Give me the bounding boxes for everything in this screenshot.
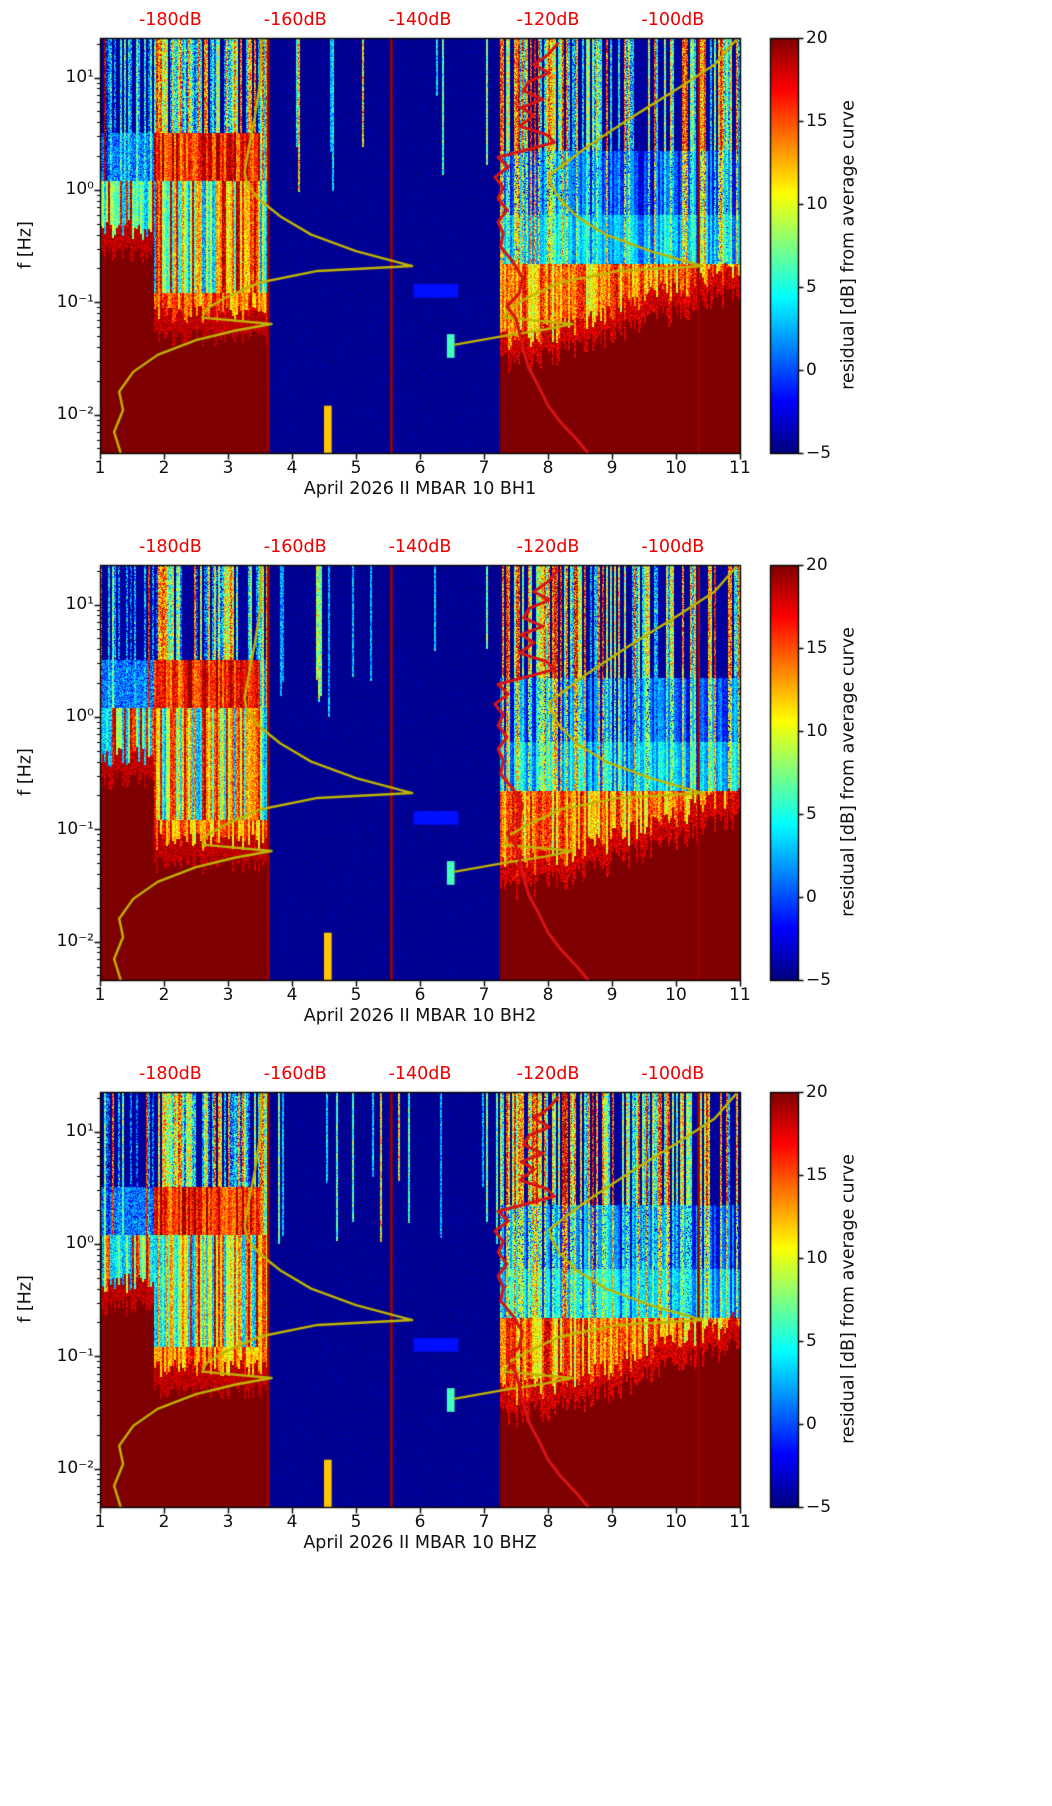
colorbar-tick-label: 20 bbox=[806, 1081, 828, 1102]
top-axis-db-label: -160dB bbox=[263, 10, 327, 30]
x-tick-label: 9 bbox=[606, 985, 618, 1005]
y-tick-label: 10⁻¹ bbox=[56, 291, 94, 312]
colorbar-tick-label: 5 bbox=[806, 803, 817, 824]
spectrogram-canvas-bh1 bbox=[0, 0, 1052, 527]
colorbar-tick-label: 0 bbox=[806, 1413, 817, 1434]
colorbar-tick-label: 15 bbox=[806, 110, 828, 131]
y-tick-label: 10¹ bbox=[65, 1121, 94, 1142]
x-tick-label: 11 bbox=[729, 985, 751, 1005]
x-tick-label: 10 bbox=[665, 458, 687, 478]
top-axis-db-label: -160dB bbox=[263, 1064, 327, 1084]
x-axis-title: April 2026 II MBAR 10 BH1 bbox=[303, 479, 537, 499]
y-tick-label: 10⁻² bbox=[56, 931, 94, 952]
top-axis-db-label: -100dB bbox=[641, 10, 705, 30]
x-tick-label: 11 bbox=[729, 458, 751, 478]
x-tick-label: 2 bbox=[158, 985, 170, 1005]
y-axis-label: f [Hz] bbox=[15, 748, 36, 796]
top-axis-db-label: -180dB bbox=[138, 1064, 202, 1084]
x-tick-label: 3 bbox=[222, 458, 234, 478]
x-tick-label: 4 bbox=[286, 1512, 298, 1532]
x-tick-label: 3 bbox=[222, 1512, 234, 1532]
top-axis-db-label: -100dB bbox=[641, 537, 705, 557]
x-axis-title: April 2026 II MBAR 10 BH2 bbox=[303, 1006, 537, 1026]
y-tick-label: 10⁰ bbox=[65, 179, 94, 200]
spectrogram-panel-bhz: f [Hz] April 2026 II MBAR 10 BHZ residua… bbox=[0, 1054, 1052, 1581]
y-axis-label: f [Hz] bbox=[15, 1275, 36, 1323]
x-tick-label: 9 bbox=[606, 1512, 618, 1532]
top-axis-db-label: -100dB bbox=[641, 1064, 705, 1084]
colorbar-label: residual [dB] from average curve bbox=[838, 1154, 859, 1444]
x-tick-label: 8 bbox=[542, 985, 554, 1005]
top-axis-db-label: -180dB bbox=[138, 537, 202, 557]
spectrogram-panel-bh2: f [Hz] April 2026 II MBAR 10 BH2 residua… bbox=[0, 527, 1052, 1054]
x-tick-label: 10 bbox=[665, 985, 687, 1005]
colorbar-tick-label: −5 bbox=[806, 442, 832, 463]
colorbar-tick-label: 0 bbox=[806, 886, 817, 907]
x-tick-label: 1 bbox=[94, 985, 106, 1005]
x-tick-label: 5 bbox=[350, 458, 362, 478]
x-tick-label: 2 bbox=[158, 1512, 170, 1532]
x-tick-label: 6 bbox=[414, 1512, 426, 1532]
x-tick-label: 4 bbox=[286, 458, 298, 478]
colorbar-tick-label: 10 bbox=[806, 720, 828, 741]
x-tick-label: 4 bbox=[286, 985, 298, 1005]
x-tick-label: 5 bbox=[350, 1512, 362, 1532]
x-tick-label: 6 bbox=[414, 985, 426, 1005]
colorbar-tick-label: 0 bbox=[806, 359, 817, 380]
colorbar-tick-label: −5 bbox=[806, 969, 832, 990]
x-tick-label: 2 bbox=[158, 458, 170, 478]
y-tick-label: 10⁻² bbox=[56, 1458, 94, 1479]
colorbar-tick-label: 5 bbox=[806, 1330, 817, 1351]
colorbar-tick-label: 20 bbox=[806, 27, 828, 48]
spectrogram-panel-bh1: f [Hz] April 2026 II MBAR 10 BH1 residua… bbox=[0, 0, 1052, 527]
top-axis-db-label: -140dB bbox=[388, 537, 452, 557]
x-tick-label: 8 bbox=[542, 1512, 554, 1532]
y-axis-label: f [Hz] bbox=[15, 221, 36, 269]
top-axis-db-label: -140dB bbox=[388, 10, 452, 30]
x-axis-title: April 2026 II MBAR 10 BHZ bbox=[303, 1533, 537, 1553]
top-axis-db-label: -120dB bbox=[516, 1064, 580, 1084]
x-tick-label: 8 bbox=[542, 458, 554, 478]
colorbar-tick-label: −5 bbox=[806, 1496, 832, 1517]
colorbar-tick-label: 15 bbox=[806, 637, 828, 658]
y-tick-label: 10⁻¹ bbox=[56, 818, 94, 839]
colorbar-label: residual [dB] from average curve bbox=[838, 100, 859, 390]
top-axis-db-label: -140dB bbox=[388, 1064, 452, 1084]
y-tick-label: 10⁻² bbox=[56, 404, 94, 425]
x-tick-label: 11 bbox=[729, 1512, 751, 1532]
x-tick-label: 5 bbox=[350, 985, 362, 1005]
y-tick-label: 10⁰ bbox=[65, 706, 94, 727]
x-tick-label: 1 bbox=[94, 458, 106, 478]
x-tick-label: 1 bbox=[94, 1512, 106, 1532]
x-tick-label: 9 bbox=[606, 458, 618, 478]
colorbar-label: residual [dB] from average curve bbox=[838, 627, 859, 917]
x-tick-label: 7 bbox=[478, 985, 490, 1005]
top-axis-db-label: -120dB bbox=[516, 537, 580, 557]
x-tick-label: 6 bbox=[414, 458, 426, 478]
y-tick-label: 10⁻¹ bbox=[56, 1345, 94, 1366]
colorbar-tick-label: 20 bbox=[806, 554, 828, 575]
y-tick-label: 10¹ bbox=[65, 594, 94, 615]
colorbar-tick-label: 5 bbox=[806, 276, 817, 297]
x-tick-label: 7 bbox=[478, 1512, 490, 1532]
x-tick-label: 7 bbox=[478, 458, 490, 478]
top-axis-db-label: -120dB bbox=[516, 10, 580, 30]
spectrogram-canvas-bhz bbox=[0, 1054, 1052, 1581]
top-axis-db-label: -180dB bbox=[138, 10, 202, 30]
spectrogram-canvas-bh2 bbox=[0, 527, 1052, 1054]
x-tick-label: 3 bbox=[222, 985, 234, 1005]
top-axis-db-label: -160dB bbox=[263, 537, 327, 557]
y-tick-label: 10⁰ bbox=[65, 1233, 94, 1254]
y-tick-label: 10¹ bbox=[65, 67, 94, 88]
x-tick-label: 10 bbox=[665, 1512, 687, 1532]
colorbar-tick-label: 15 bbox=[806, 1164, 828, 1185]
colorbar-tick-label: 10 bbox=[806, 193, 828, 214]
colorbar-tick-label: 10 bbox=[806, 1247, 828, 1268]
